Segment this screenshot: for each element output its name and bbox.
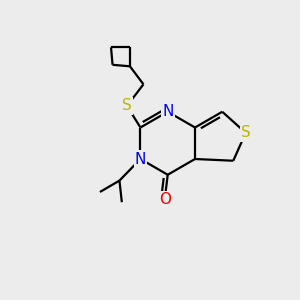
- Text: N: N: [162, 104, 173, 119]
- Text: S: S: [122, 98, 132, 113]
- Text: S: S: [241, 125, 250, 140]
- Text: O: O: [159, 192, 171, 207]
- Text: N: N: [135, 152, 146, 166]
